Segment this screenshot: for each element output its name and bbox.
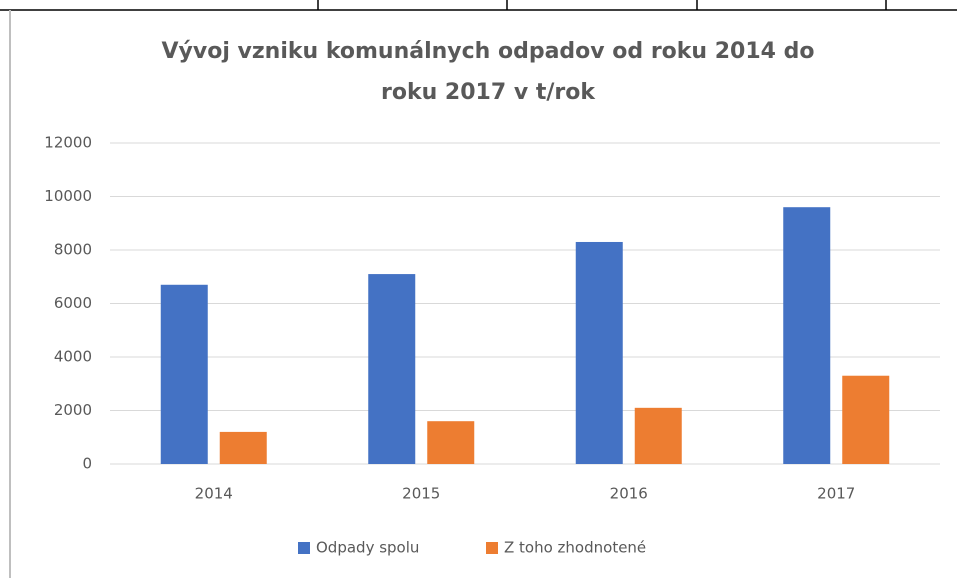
bar [219,431,267,464]
bar [842,375,890,464]
bar [783,207,831,464]
x-tick-label: 2015 [402,485,440,503]
y-tick-label: 10000 [44,187,92,205]
y-tick-label: 12000 [44,134,92,152]
bar [427,421,475,464]
bar [575,241,623,464]
y-tick-label: 8000 [54,241,92,259]
chart-title: Vývoj vzniku komunálnych odpadov od roku… [162,39,815,64]
y-tick-label: 2000 [54,401,92,419]
bar [368,274,416,464]
bar [160,284,208,464]
y-tick-label: 0 [82,455,92,473]
x-tick-label: 2017 [817,485,855,503]
y-tick-label: 6000 [54,294,92,312]
x-tick-label: 2016 [610,485,648,503]
legend-label: Z toho zhodnotené [504,539,646,557]
x-tick-label: 2014 [195,485,233,503]
chart-title: roku 2017 v t/rok [381,80,596,105]
legend-label: Odpady spolu [316,539,419,557]
bar [634,407,682,464]
y-tick-label: 4000 [54,348,92,366]
legend-swatch [486,542,498,554]
legend-swatch [298,542,310,554]
